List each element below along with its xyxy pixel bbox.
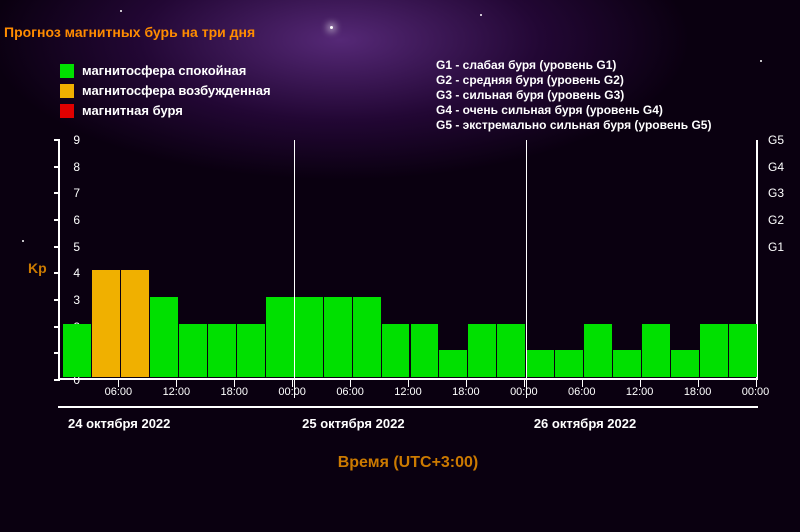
x-tick-label: 00:00 <box>510 386 538 398</box>
g-scale-label: G5 <box>768 133 784 147</box>
y-tick-mark <box>54 379 60 381</box>
plot-area <box>58 140 758 380</box>
kp-bar <box>208 324 236 377</box>
y-tick-mark <box>54 299 60 301</box>
kp-bar <box>555 350 583 377</box>
x-tick-label: 06:00 <box>568 386 596 398</box>
kp-bar <box>179 324 207 377</box>
y-tick-mark <box>54 246 60 248</box>
kp-bar <box>411 324 439 377</box>
kp-bar <box>700 324 728 377</box>
y-tick-mark <box>54 219 60 221</box>
x-tick-label: 00:00 <box>742 386 770 398</box>
kp-bar <box>266 297 294 377</box>
x-tick-label: 18:00 <box>452 386 480 398</box>
legend-swatch <box>60 84 74 98</box>
legend-label: магнитосфера возбужденная <box>82 82 271 100</box>
kp-bar <box>382 324 410 377</box>
kp-bar <box>324 297 352 377</box>
kp-bar <box>353 297 381 377</box>
x-tick-label: 12:00 <box>626 386 654 398</box>
g-scale-label: G3 <box>768 186 784 200</box>
kp-bar <box>613 350 641 377</box>
legend-g-line: G1 - слабая буря (уровень G1) <box>436 58 711 73</box>
day-separator <box>526 140 527 398</box>
x-tick-label: 18:00 <box>684 386 712 398</box>
kp-bar <box>295 297 323 377</box>
legend-swatch <box>60 64 74 78</box>
legend-item: магнитосфера возбужденная <box>60 82 271 100</box>
x-tick-label: 06:00 <box>336 386 364 398</box>
kp-bar <box>92 270 120 377</box>
g-scale-label: G2 <box>768 213 784 227</box>
y-tick-mark <box>54 272 60 274</box>
kp-bar <box>526 350 554 377</box>
x-tick-label: 00:00 <box>278 386 306 398</box>
legend-label: магнитосфера спокойная <box>82 62 246 80</box>
y-tick-mark <box>54 352 60 354</box>
y-tick-mark <box>54 166 60 168</box>
y-tick-mark <box>54 192 60 194</box>
day-underline <box>58 406 292 408</box>
day-underline <box>292 406 524 408</box>
legend-g-line: G2 - средняя буря (уровень G2) <box>436 73 711 88</box>
g-scale-label: G1 <box>768 240 784 254</box>
kp-forecast-chart: Kp 0123456789 Время (UTC+3:00) G1G2G3G4G… <box>58 140 782 530</box>
kp-bar <box>642 324 670 377</box>
y-tick-mark <box>54 326 60 328</box>
legend-g-levels: G1 - слабая буря (уровень G1)G2 - средня… <box>436 58 711 133</box>
legend-label: магнитная буря <box>82 102 183 120</box>
page-title: Прогноз магнитных бурь на три дня <box>4 24 255 40</box>
legend-item: магнитосфера спокойная <box>60 62 271 80</box>
day-underline <box>524 406 758 408</box>
day-separator <box>294 140 295 398</box>
legend-g-line: G4 - очень сильная буря (уровень G4) <box>436 103 711 118</box>
legend-swatch <box>60 104 74 118</box>
g-scale-label: G4 <box>768 160 784 174</box>
y-axis-label: Kp <box>28 260 47 276</box>
x-axis-title: Время (UTC+3:00) <box>58 454 758 472</box>
kp-bar <box>150 297 178 377</box>
legend-item: магнитная буря <box>60 102 271 120</box>
day-label: 25 октября 2022 <box>302 416 404 431</box>
kp-bar <box>237 324 265 377</box>
y-tick-mark <box>54 139 60 141</box>
kp-bar <box>497 324 525 377</box>
x-tick-label: 06:00 <box>105 386 133 398</box>
kp-bar <box>121 270 149 377</box>
kp-bar <box>63 324 91 377</box>
kp-bar <box>729 324 757 377</box>
day-label: 26 октября 2022 <box>534 416 636 431</box>
kp-bar <box>468 324 496 377</box>
x-tick-label: 12:00 <box>163 386 191 398</box>
x-tick-label: 12:00 <box>394 386 422 398</box>
legend-g-line: G5 - экстремально сильная буря (уровень … <box>436 118 711 133</box>
legend-states: магнитосфера спокойная магнитосфера возбу… <box>60 62 271 122</box>
kp-bar <box>671 350 699 377</box>
kp-bar <box>439 350 467 377</box>
kp-bar <box>584 324 612 377</box>
legend-g-line: G3 - сильная буря (уровень G3) <box>436 88 711 103</box>
x-tick-label: 18:00 <box>220 386 248 398</box>
day-label: 24 октября 2022 <box>68 416 170 431</box>
